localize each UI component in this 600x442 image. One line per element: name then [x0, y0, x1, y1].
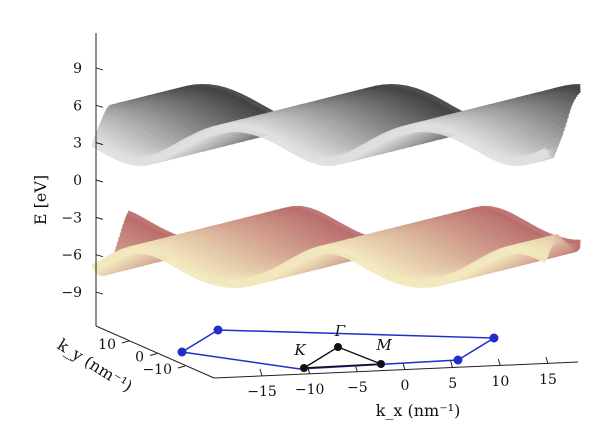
y-tick-label: −10 — [142, 362, 172, 378]
high-symmetry-label: Γ — [334, 322, 346, 340]
y-tick-label: 0 — [135, 350, 144, 366]
z-tick-label: 6 — [73, 98, 82, 114]
bz-vertex-dot — [177, 347, 187, 357]
axes-frame — [95, 33, 579, 379]
y-tick — [177, 365, 186, 369]
x-tick — [497, 358, 501, 367]
z-tick — [95, 216, 104, 220]
z-tick-label: −6 — [61, 248, 82, 264]
x-tick-label: −15 — [247, 384, 277, 400]
z-tick — [95, 67, 104, 71]
z-axis-title: E [eV] — [31, 175, 50, 225]
high-symmetry-dot — [300, 364, 308, 372]
bz-hexagon — [181, 329, 497, 370]
bz-vertex-dot — [489, 333, 499, 343]
x-tick — [545, 356, 549, 365]
high-symmetry-dot — [334, 343, 342, 351]
x-tick — [259, 368, 263, 377]
z-tick — [95, 142, 104, 146]
conduction-band-strip — [91, 123, 549, 167]
surface-group — [91, 84, 581, 288]
x-tick-label: 10 — [491, 374, 509, 390]
x-tick-label: −10 — [295, 382, 325, 398]
y-axis-title: k_y (nm⁻¹) — [54, 335, 136, 396]
x-tick — [450, 360, 454, 369]
z-tick — [95, 179, 104, 183]
z-tick — [95, 254, 104, 258]
y-tick — [121, 340, 130, 344]
high-symmetry-label: K — [293, 341, 306, 359]
z-tick-label: 3 — [73, 136, 82, 152]
z-tick-label: 9 — [73, 61, 82, 77]
bz-vertex-dot — [213, 325, 223, 335]
x-tick-label: 0 — [401, 378, 410, 394]
z-tick-label: −3 — [61, 210, 82, 226]
x-tick — [402, 362, 406, 371]
z-tick-label: −9 — [61, 285, 82, 301]
x-tick-label: −5 — [347, 380, 368, 396]
brillouin-zone: Γ K M — [177, 322, 499, 372]
valence-band-strip — [91, 245, 549, 288]
high-symmetry-dot — [377, 360, 385, 368]
high-symmetry-path — [303, 346, 382, 369]
y-tick — [149, 353, 158, 356]
z-tick — [95, 291, 104, 295]
y-tick-label: 10 — [98, 337, 116, 353]
high-symmetry-label: M — [375, 336, 392, 354]
bz-vertex-dot — [453, 355, 463, 365]
x-tick — [307, 366, 311, 375]
z-tick-label: 0 — [73, 173, 82, 189]
y-axis-line — [95, 325, 215, 379]
x-axis-line — [213, 361, 579, 379]
x-axis-title: k_x (nm⁻¹) — [376, 401, 461, 420]
x-tick-label: 15 — [539, 372, 557, 388]
x-tick-label: 5 — [448, 376, 457, 392]
z-tick — [95, 104, 104, 108]
x-tick — [354, 364, 358, 373]
